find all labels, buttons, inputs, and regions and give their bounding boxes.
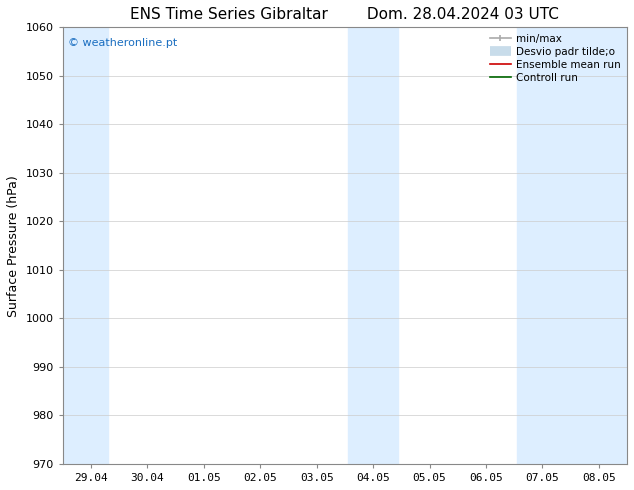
Y-axis label: Surface Pressure (hPa): Surface Pressure (hPa)	[7, 175, 20, 317]
Bar	[517, 27, 627, 464]
Title: ENS Time Series Gibraltar        Dom. 28.04.2024 03 UTC: ENS Time Series Gibraltar Dom. 28.04.202…	[131, 7, 559, 22]
Bar	[347, 27, 399, 464]
Legend: min/max, Desvio padr tilde;o, Ensemble mean run, Controll run: min/max, Desvio padr tilde;o, Ensemble m…	[486, 29, 625, 87]
Bar	[63, 27, 108, 464]
Text: © weatheronline.pt: © weatheronline.pt	[68, 38, 178, 48]
